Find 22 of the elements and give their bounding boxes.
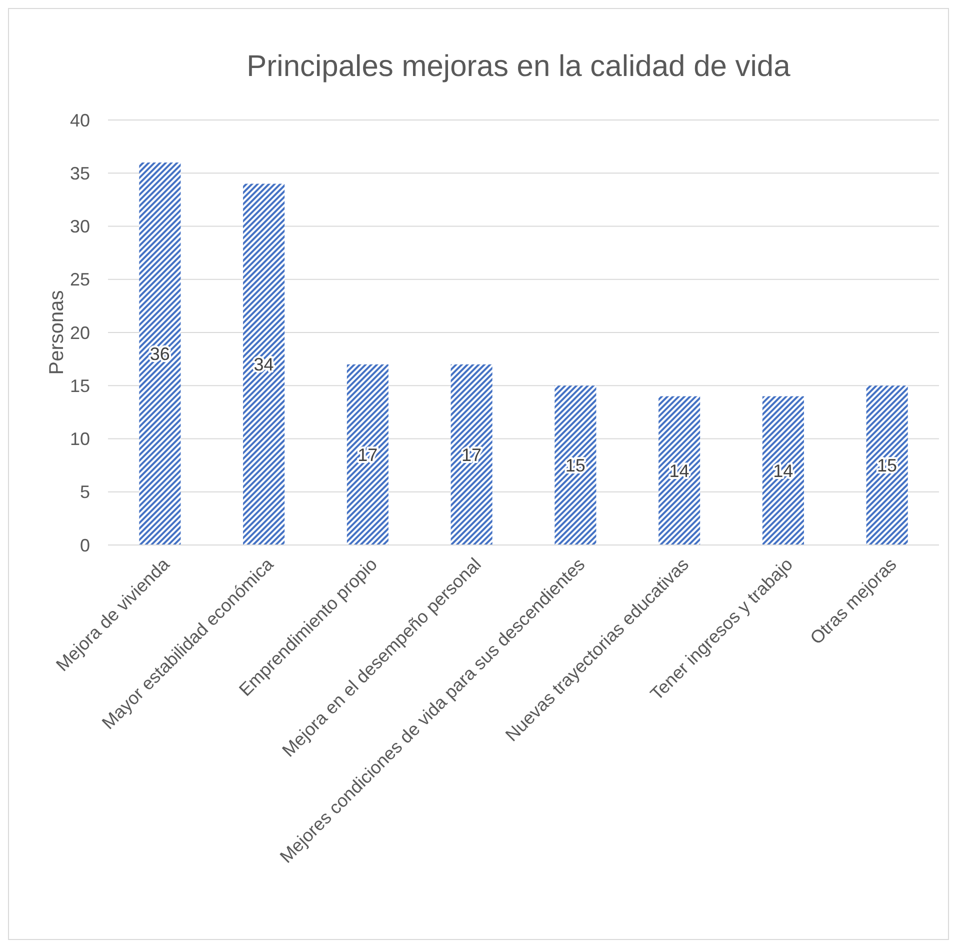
bar — [762, 396, 804, 545]
bar — [450, 364, 492, 545]
bar — [866, 386, 908, 545]
y-tick-label: 15 — [70, 376, 90, 396]
data-label: 15 — [877, 456, 898, 476]
y-tick-label: 0 — [80, 535, 90, 556]
y-tick-label: 5 — [80, 482, 90, 502]
y-tick-label: 35 — [70, 163, 90, 184]
y-tick-label: 25 — [70, 270, 90, 290]
data-label: 36 — [150, 344, 170, 364]
y-tick-label: 10 — [70, 429, 90, 450]
bar — [346, 364, 388, 545]
y-axis-title: Personas — [46, 290, 68, 375]
bar — [554, 386, 596, 545]
y-tick-label: 40 — [70, 110, 90, 130]
bar — [139, 162, 181, 545]
chart-title: Principales mejoras en la calidad de vida — [246, 50, 791, 83]
data-label: 14 — [773, 460, 794, 481]
bar — [243, 184, 285, 545]
y-tick-label: 30 — [70, 216, 90, 237]
bar — [658, 396, 700, 545]
y-tick-label: 20 — [70, 322, 90, 343]
